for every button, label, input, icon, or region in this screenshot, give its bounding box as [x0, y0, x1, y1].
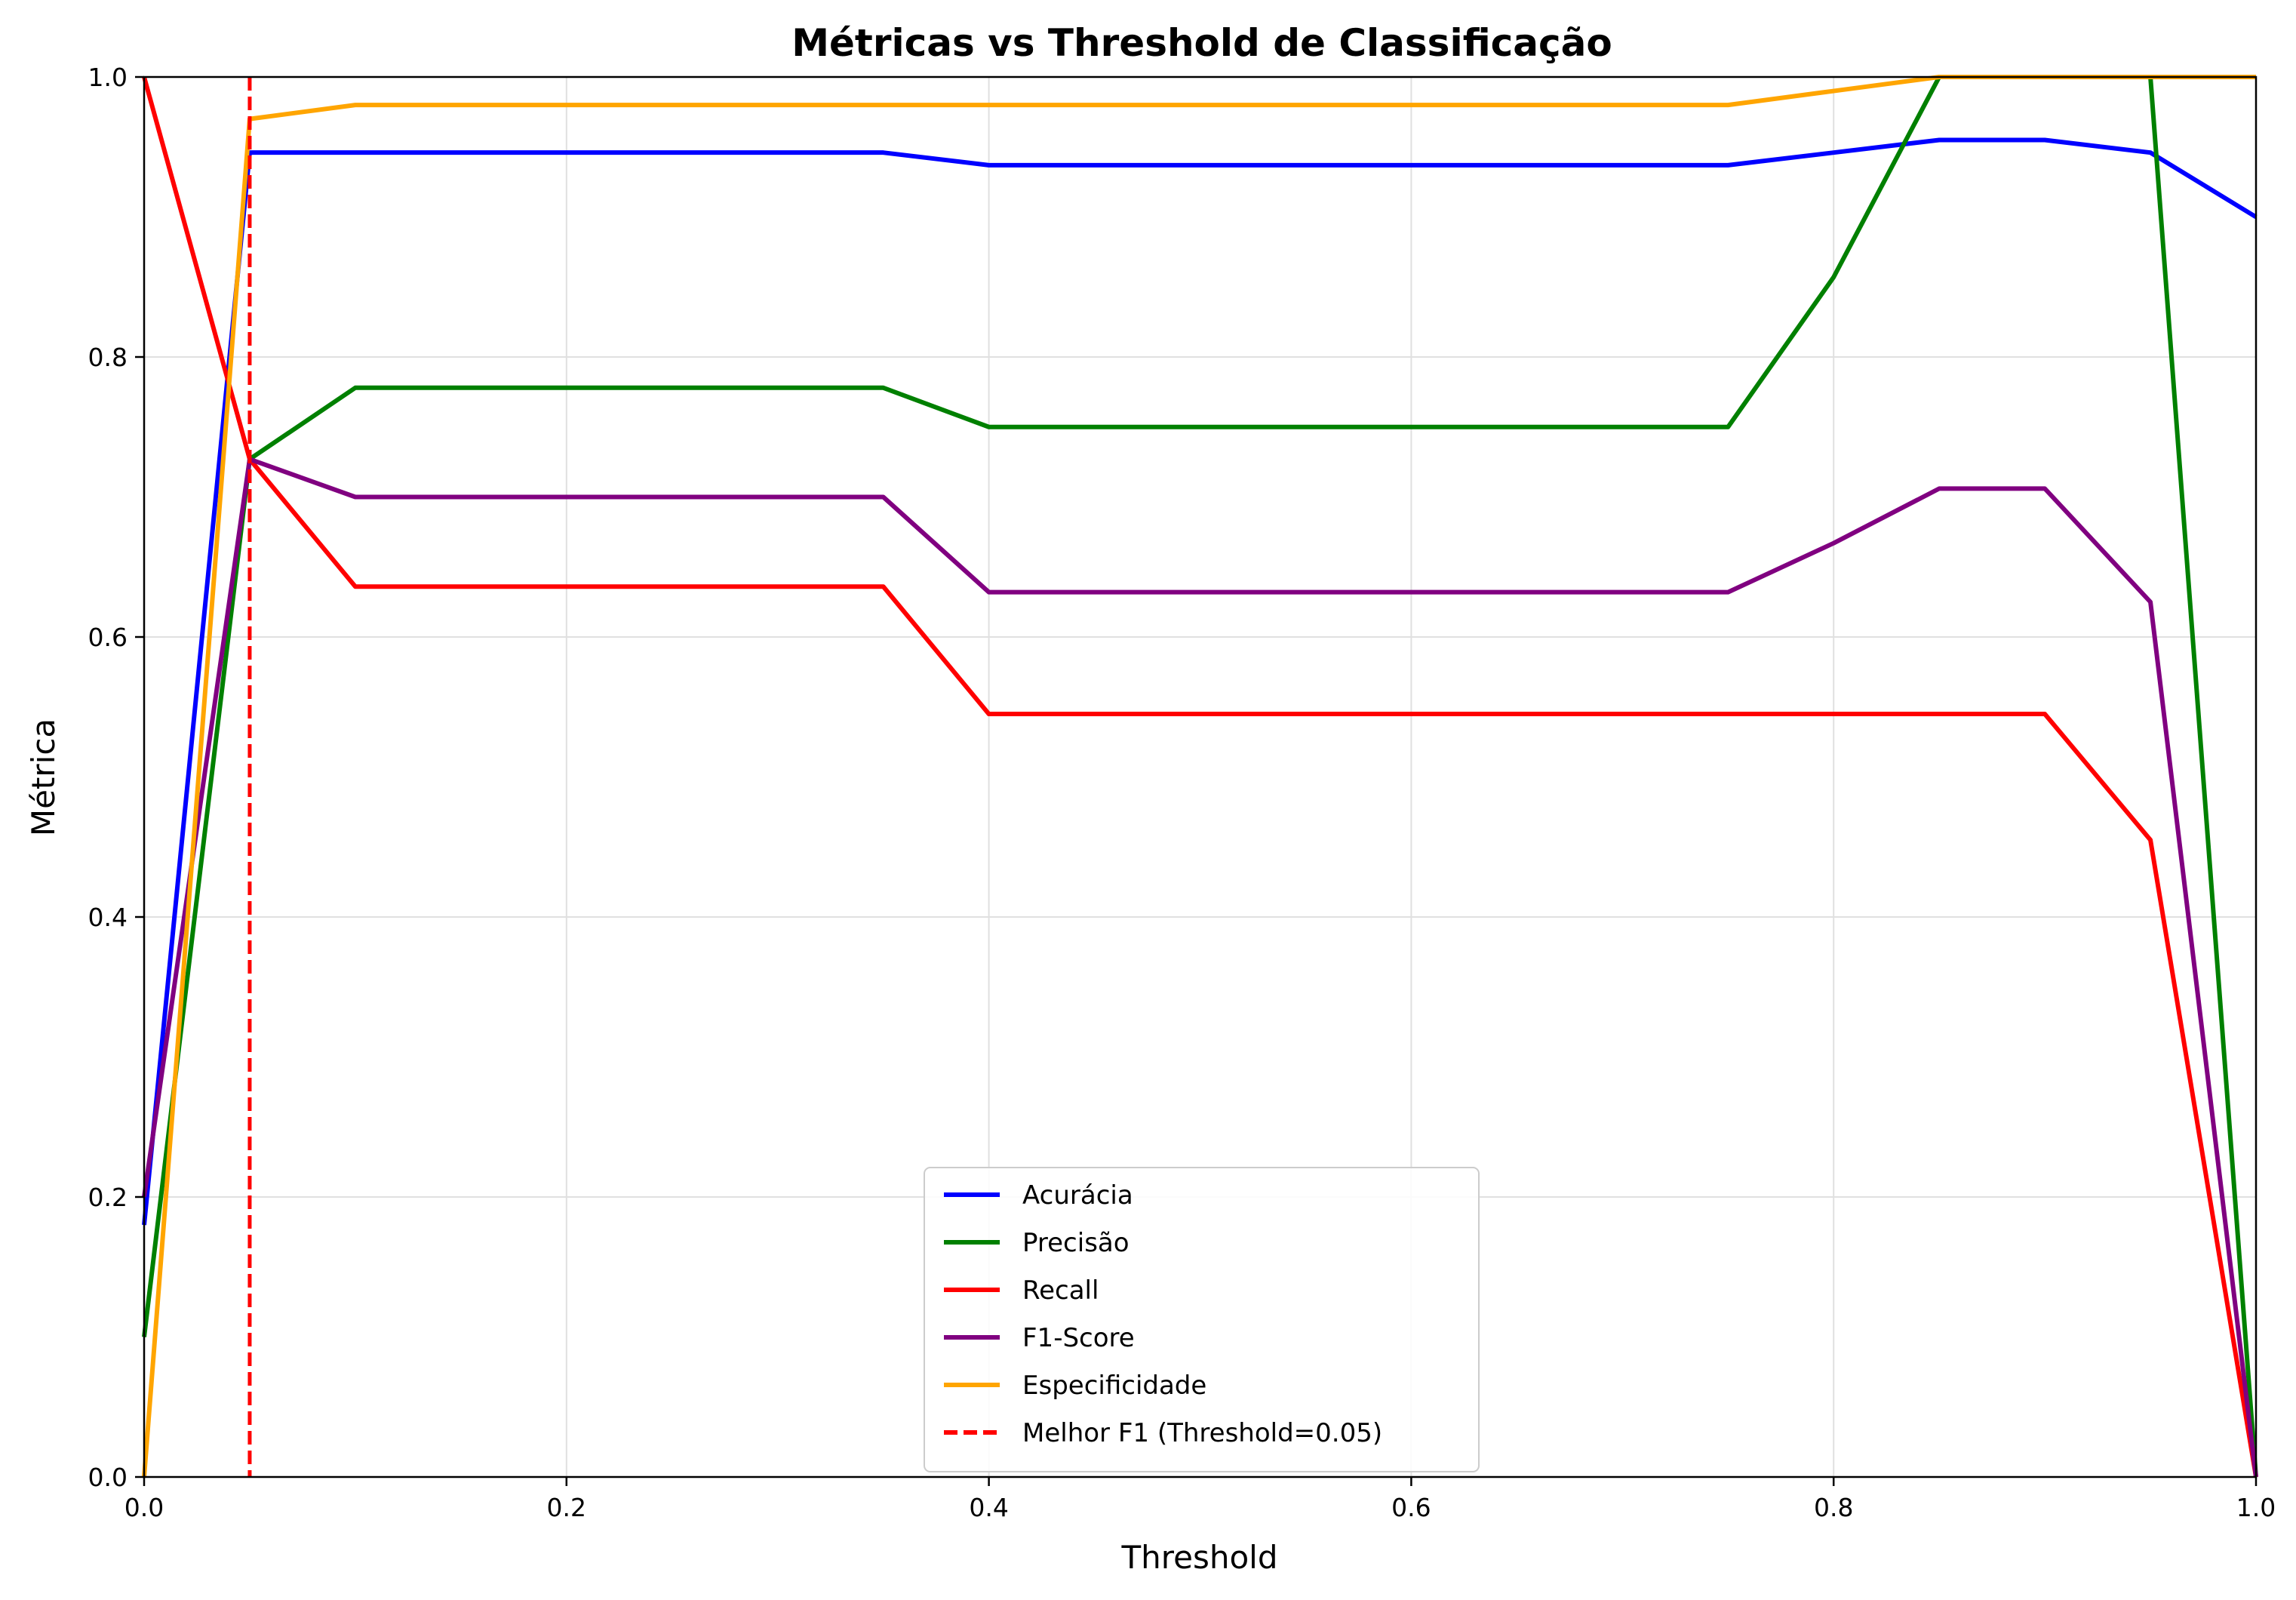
x-axis-label: Threshold — [1121, 1539, 1278, 1576]
chart-title: Métricas vs Threshold de Classificação — [791, 21, 1612, 65]
y-tick-label: 0.6 — [88, 623, 128, 652]
x-tick-label: 1.0 — [2236, 1493, 2276, 1522]
legend-label: Melhor F1 (Threshold=0.05) — [1022, 1418, 1382, 1448]
series-line-precis-o — [142, 75, 2258, 1478]
x-tick-label: 0.8 — [1814, 1493, 1853, 1522]
plot-frame — [143, 75, 2258, 1478]
legend: Acurácia Precisão Recall F1-Score Especifici… — [924, 1167, 1480, 1472]
series-line-acur-cia — [142, 137, 2258, 1226]
y-tick-label: 0.4 — [88, 903, 128, 932]
legend-label: Recall — [1022, 1275, 1099, 1306]
legend-label: F1-Score — [1022, 1323, 1135, 1353]
legend-label: Especificidade — [1022, 1371, 1206, 1401]
series-line-especificidade — [142, 75, 2256, 1478]
x-tick-label: 0.4 — [969, 1493, 1008, 1522]
y-tick-label: 1.0 — [88, 63, 128, 92]
legend-label: Precisão — [1022, 1228, 1130, 1258]
legend-label: Acurácia — [1022, 1180, 1133, 1211]
x-tick-label: 0.2 — [547, 1493, 586, 1522]
y-tick-label: 0.2 — [88, 1183, 128, 1212]
series-line-f1-score — [142, 457, 2258, 1478]
x-tick-label: 0.0 — [124, 1493, 164, 1522]
y-tick-label: 0.8 — [88, 343, 128, 372]
series-lines — [142, 75, 2258, 1478]
legend-box — [924, 1167, 1480, 1472]
series-line-recall — [142, 76, 2258, 1478]
y-tick-label: 0.0 — [88, 1463, 128, 1492]
y-axis-label: Métrica — [25, 718, 62, 836]
x-tick-label: 0.6 — [1391, 1493, 1431, 1522]
axis-ticks: 0.0 0.2 0.4 0.6 0.8 1.0 0.0 0.2 0.4 0.6 0.8 1.0 — [88, 63, 2276, 1522]
